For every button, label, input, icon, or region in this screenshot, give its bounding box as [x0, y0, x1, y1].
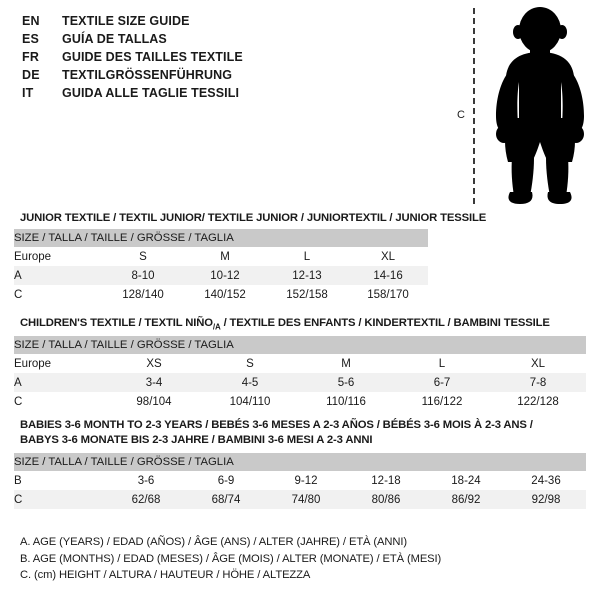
language-title: GUÍA DE TALLAS [62, 32, 167, 46]
section-heading-post: / TEXTILE DES ENFANTS / KINDERTEXTIL / B… [220, 317, 550, 329]
cell: 10-12 [184, 266, 266, 285]
cell: L [303, 250, 311, 263]
table-row: B 3-6 6-9 9-12 12-18 18-24 24-36 [14, 471, 586, 490]
language-code: IT [22, 86, 34, 100]
table-band-row: SIZE / TALLA / TAILLE / GRÖSSE / TAGLIA [14, 336, 586, 355]
language-code: DE [22, 68, 40, 82]
band-label: SIZE / TALLA / TAILLE / GRÖSSE / TAGLIA [14, 229, 429, 247]
table-row: A 8-10 10-12 12-13 14-16 [14, 266, 429, 285]
height-line-label: C [457, 109, 465, 121]
cell: 9-12 [294, 474, 318, 487]
language-row-de: DE TEXTILGRÖSSENFÜHRUNG [22, 66, 422, 84]
cell: 110/116 [326, 395, 366, 408]
language-row-fr: FR GUIDE DES TAILLES TEXTILE [22, 48, 422, 66]
cell: S [246, 357, 254, 370]
band-label: SIZE / TALLA / TAILLE / GRÖSSE / TAGLIA [14, 453, 587, 471]
cell: 80/86 [346, 490, 426, 509]
cell: 8-10 [102, 266, 184, 285]
cell: 3-6 [137, 474, 155, 487]
cell: 12-18 [371, 474, 401, 487]
section-heading-line2: BABYS 3-6 MONATE BIS 2-3 JAHRE / BAMBINI… [20, 434, 373, 446]
cell: 6-9 [217, 474, 235, 487]
section-heading: CHILDREN'S TEXTILE / TEXTIL NIÑO/A / TEX… [14, 317, 586, 331]
cell: 128/140 [122, 288, 164, 301]
babies-size-table: SIZE / TALLA / TAILLE / GRÖSSE / TAGLIA … [14, 453, 587, 509]
table-row: Europe S M L XL [14, 247, 428, 266]
language-row-en: EN TEXTILE SIZE GUIDE [22, 12, 422, 30]
cell: 92/98 [506, 490, 587, 509]
cell: 14-16 [348, 266, 429, 285]
cell: 5-6 [298, 373, 394, 393]
cell: 62/68 [106, 490, 186, 509]
cell: 6-7 [394, 373, 490, 393]
language-title: GUIDE DES TAILLES TEXTILE [62, 50, 243, 64]
child-silhouette-icon [496, 7, 584, 204]
legend-line-b: B. AGE (MONTHS) / EDAD (MESES) / ÂGE (MO… [20, 552, 442, 565]
legend-block: A. AGE (YEARS) / EDAD (AÑOS) / ÂGE (ANS)… [20, 534, 580, 584]
legend-line-c: C. (cm) HEIGHT / ALTURA / HAUTEUR / HÖHE… [20, 569, 311, 581]
cell: 3-4 [106, 373, 202, 393]
table-band-row: SIZE / TALLA / TAILLE / GRÖSSE / TAGLIA [14, 453, 587, 471]
row-label: B [14, 474, 22, 487]
table-band-row: SIZE / TALLA / TAILLE / GRÖSSE / TAGLIA [14, 229, 429, 247]
cell: 116/122 [421, 395, 463, 408]
section-childrens-textile: CHILDREN'S TEXTILE / TEXTIL NIÑO/A / TEX… [14, 317, 586, 411]
language-row-es: ES GUÍA DE TALLAS [22, 30, 422, 48]
table-row: C 62/68 68/74 74/80 80/86 86/92 92/98 [14, 490, 587, 509]
language-title: GUIDA ALLE TAGLIE TESSILI [62, 86, 240, 100]
language-title: TEXTILE SIZE GUIDE [62, 14, 190, 28]
section-heading: BABIES 3-6 MONTH TO 2-3 YEARS / BEBÉS 3-… [14, 418, 586, 448]
cell: L [438, 357, 446, 370]
language-code: EN [22, 14, 40, 28]
cell: 4-5 [202, 373, 298, 393]
cell: 24-36 [531, 474, 561, 487]
row-label: C [14, 288, 23, 301]
language-code: FR [22, 50, 40, 64]
band-label: SIZE / TALLA / TAILLE / GRÖSSE / TAGLIA [14, 336, 586, 355]
section-heading-line1: BABIES 3-6 MONTH TO 2-3 YEARS / BEBÉS 3-… [20, 419, 533, 431]
row-label: C [14, 490, 106, 509]
table-row: A 3-4 4-5 5-6 6-7 7-8 [14, 373, 586, 393]
cell: 98/104 [136, 395, 172, 408]
cell: XL [380, 250, 396, 263]
cell: 158/170 [367, 288, 409, 301]
height-dashed-line [473, 8, 475, 204]
cell: XS [146, 357, 162, 370]
junior-size-table: SIZE / TALLA / TAILLE / GRÖSSE / TAGLIA … [14, 229, 429, 304]
cell: 122/128 [517, 395, 559, 408]
table-row: C 98/104 104/110 110/116 116/122 122/128 [14, 392, 586, 411]
cell: M [220, 250, 230, 263]
cell: 104/110 [229, 395, 271, 408]
cell: 86/92 [426, 490, 506, 509]
cell: 152/158 [286, 288, 328, 301]
section-heading: JUNIOR TEXTILE / TEXTIL JUNIOR/ TEXTILE … [20, 212, 487, 224]
section-heading-pre: CHILDREN'S TEXTILE / TEXTIL NIÑO [20, 317, 213, 329]
legend-line-a: A. AGE (YEARS) / EDAD (AÑOS) / ÂGE (ANS)… [20, 536, 407, 548]
row-label: A [14, 373, 106, 393]
language-title: TEXTILGRÖSSENFÜHRUNG [62, 68, 233, 82]
cell: 7-8 [490, 373, 586, 393]
cell: 68/74 [186, 490, 266, 509]
row-label: C [14, 395, 23, 408]
section-babies-textile: BABIES 3-6 MONTH TO 2-3 YEARS / BEBÉS 3-… [14, 418, 587, 509]
height-measurement-figure: C [440, 4, 600, 209]
children-size-table: SIZE / TALLA / TAILLE / GRÖSSE / TAGLIA … [14, 336, 586, 411]
language-row-it: IT GUIDA ALLE TAGLIE TESSILI [22, 84, 422, 102]
row-label: Europe [14, 250, 52, 263]
cell: 18-24 [451, 474, 481, 487]
table-row: Europe XS S M L XL [14, 354, 586, 373]
cell: M [341, 357, 351, 370]
row-label: A [14, 266, 102, 285]
language-code: ES [22, 32, 40, 46]
section-heading-subscript: /A [212, 322, 221, 332]
cell: 12-13 [266, 266, 348, 285]
row-label: Europe [14, 357, 52, 370]
cell: 140/152 [204, 288, 246, 301]
cell: S [139, 250, 147, 263]
cell: XL [530, 357, 546, 370]
cell: 74/80 [266, 490, 346, 509]
table-row: C 128/140 140/152 152/158 158/170 [14, 285, 428, 304]
language-header: EN TEXTILE SIZE GUIDE ES GUÍA DE TALLAS … [22, 12, 422, 102]
section-junior-textile: JUNIOR TEXTILE / TEXTIL JUNIOR/ TEXTILE … [14, 212, 487, 304]
